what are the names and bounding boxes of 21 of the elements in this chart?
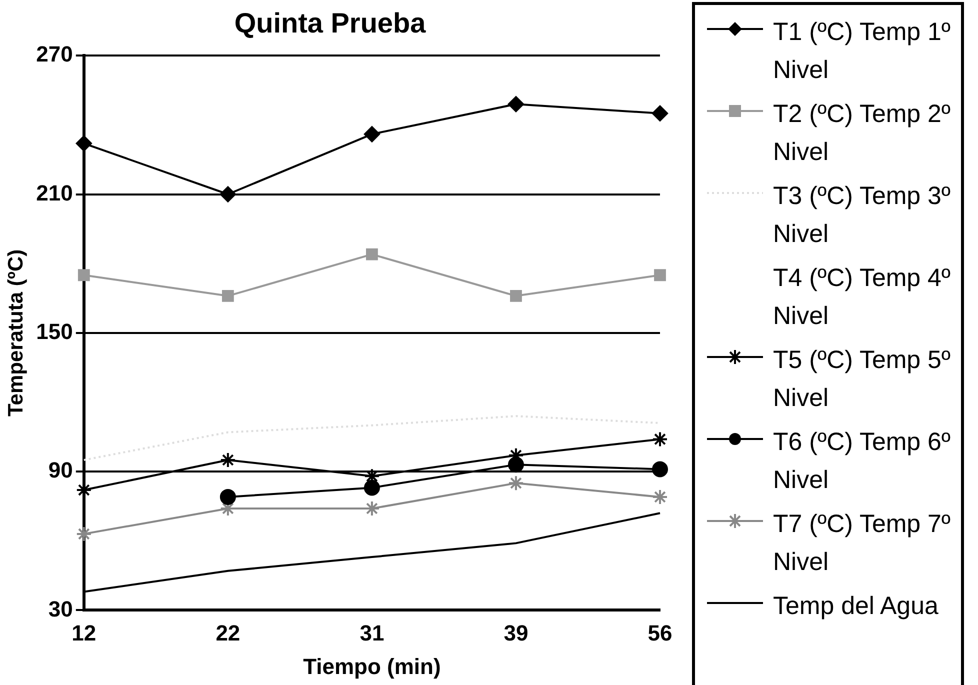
y-tick-label: 210 [36, 180, 73, 206]
x-axis-title: Tiempo (min) [303, 654, 441, 679]
legend-label: T1 (ºC) Temp 1º Nivel [773, 17, 951, 86]
legend-label: T7 (ºC) Temp 7º Nivel [773, 509, 951, 578]
legend-label: T3 (ºC) Temp 3º Nivel [773, 181, 951, 250]
legend-label: T5 (ºC) Temp 5º Nivel [773, 345, 951, 414]
y-tick-label: 270 [36, 42, 73, 67]
x-tick-label: 22 [216, 620, 240, 646]
y-tick-label: 150 [36, 318, 73, 344]
x-tick-label: 31 [360, 620, 384, 646]
x-tick-label: 12 [72, 620, 96, 646]
text: T4 (ºC) Temp 4º Nivel [773, 263, 951, 332]
y-tick-label: 90 [48, 458, 73, 483]
x-tick-label: 56 [648, 620, 672, 646]
legend-label: T2 (ºC) Temp 2º Nivel [773, 99, 951, 168]
legend-label: T6 (ºC) Temp 6º Nivel [773, 427, 951, 496]
y-axis-title: Temperatuta (ºC) [4, 249, 28, 416]
x-tick-label: 39 [504, 620, 528, 646]
legend-label: Temp del Agua [773, 591, 940, 622]
y-tick-label: 30 [48, 596, 73, 622]
chart-title: Quinta Prueba [234, 8, 426, 39]
